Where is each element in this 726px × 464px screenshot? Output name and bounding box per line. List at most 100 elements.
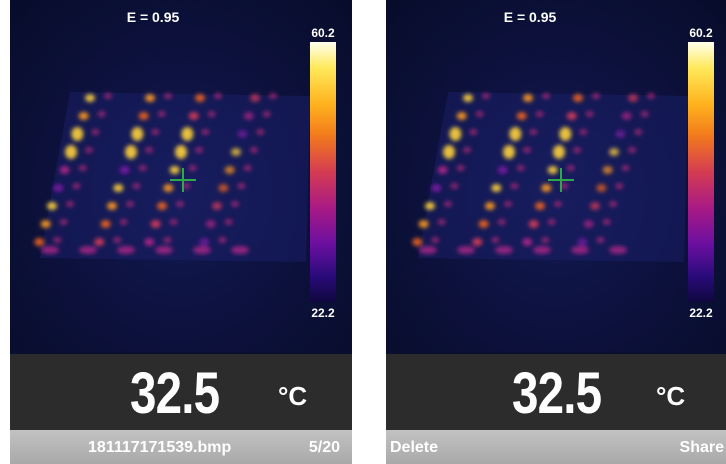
hotspot	[150, 220, 161, 228]
hotspot	[523, 94, 533, 102]
hotspot	[237, 183, 246, 189]
hotspot	[579, 129, 588, 135]
hotspot	[41, 246, 59, 254]
hotspot	[113, 237, 122, 243]
hotspot	[431, 184, 442, 192]
hotspot	[478, 220, 489, 228]
hotspot	[182, 183, 191, 189]
hotspot	[84, 147, 93, 153]
hotspot	[627, 147, 636, 153]
hotspot	[566, 165, 575, 171]
hotspot	[529, 129, 538, 135]
hotspot	[431, 237, 440, 243]
hotspot	[602, 166, 613, 174]
hotspot	[566, 112, 577, 120]
file-info-bar: 181117171539.bmp 5/20	[10, 430, 352, 464]
hotspot	[218, 184, 229, 192]
hotspot	[85, 94, 95, 102]
hotspot	[608, 148, 619, 156]
hotspot	[516, 112, 527, 120]
hotspot	[577, 238, 588, 246]
hotspot	[59, 219, 68, 225]
hotspot	[138, 112, 149, 120]
thermal-image-viewer-right: E = 0.95 60.2 22.2 32.5 °C Delete Share	[386, 0, 726, 464]
hotspot	[560, 183, 569, 189]
hotspot	[450, 183, 459, 189]
hotspot	[449, 127, 462, 141]
hotspot	[34, 238, 45, 246]
hotspot	[104, 93, 112, 99]
hotspot	[269, 93, 277, 99]
hotspot	[602, 219, 611, 225]
hotspot	[475, 111, 484, 117]
hotspot	[502, 145, 515, 159]
hotspot	[59, 166, 70, 174]
hotspot	[541, 237, 550, 243]
hotspot	[456, 112, 467, 120]
hotspot	[491, 237, 500, 243]
hotspot	[144, 238, 155, 246]
hotspot	[516, 165, 525, 171]
hotspot	[230, 148, 241, 156]
temperature-panel: 32.5 °C	[386, 354, 726, 430]
hotspot	[503, 201, 512, 207]
hotspot	[495, 246, 513, 254]
hotspot	[230, 201, 239, 207]
hotspot	[91, 129, 100, 135]
hotspot	[463, 94, 473, 102]
hotspot	[553, 201, 562, 207]
color-scale-bar	[688, 42, 714, 302]
hotspot	[647, 93, 655, 99]
hotspot	[181, 127, 194, 141]
hotspot	[40, 220, 51, 228]
hotspot	[443, 201, 452, 207]
hotspot	[596, 184, 607, 192]
temperature-panel: 32.5 °C	[10, 354, 352, 430]
hotspot	[419, 246, 437, 254]
hotspot	[528, 220, 539, 228]
temperature-unit: °C	[278, 381, 308, 411]
hotspot	[585, 111, 594, 117]
hotspot	[132, 183, 141, 189]
hotspot	[131, 127, 144, 141]
hotspot	[243, 112, 254, 120]
hotspot	[164, 93, 172, 99]
hotspot	[94, 238, 105, 246]
hotspot	[64, 145, 77, 159]
hotspot	[214, 93, 222, 99]
hotspot	[205, 220, 216, 228]
delete-button[interactable]: Delete	[390, 439, 439, 456]
hotspot	[437, 219, 446, 225]
hotspot	[256, 129, 265, 135]
hotspot	[194, 147, 203, 153]
hotspot	[100, 220, 111, 228]
hotspot	[156, 202, 167, 210]
emissivity-label: E = 0.95	[126, 9, 180, 25]
hotspot	[510, 183, 519, 189]
hotspot	[571, 246, 589, 254]
hotspot	[175, 201, 184, 207]
hotspot	[412, 238, 423, 246]
hotspot	[533, 246, 551, 254]
hotspot	[583, 220, 594, 228]
color-scale-bar	[310, 42, 336, 302]
hotspot	[237, 130, 248, 138]
hotspot	[169, 219, 178, 225]
hotspot	[621, 112, 632, 120]
temperature-value: 32.5	[512, 361, 602, 426]
hotspot	[497, 166, 508, 174]
hotspot	[113, 184, 124, 192]
hotspot	[145, 94, 155, 102]
hotspot	[592, 93, 600, 99]
hotspot	[138, 165, 147, 171]
share-button[interactable]: Share	[679, 439, 724, 456]
hotspot	[596, 237, 605, 243]
hotspot	[119, 219, 128, 225]
hotspot	[231, 246, 249, 254]
crosshair-icon	[548, 168, 574, 192]
hotspot	[124, 145, 137, 159]
hotspot	[188, 112, 199, 120]
hotspot	[609, 246, 627, 254]
hotspot	[72, 183, 81, 189]
hotspot	[457, 246, 475, 254]
